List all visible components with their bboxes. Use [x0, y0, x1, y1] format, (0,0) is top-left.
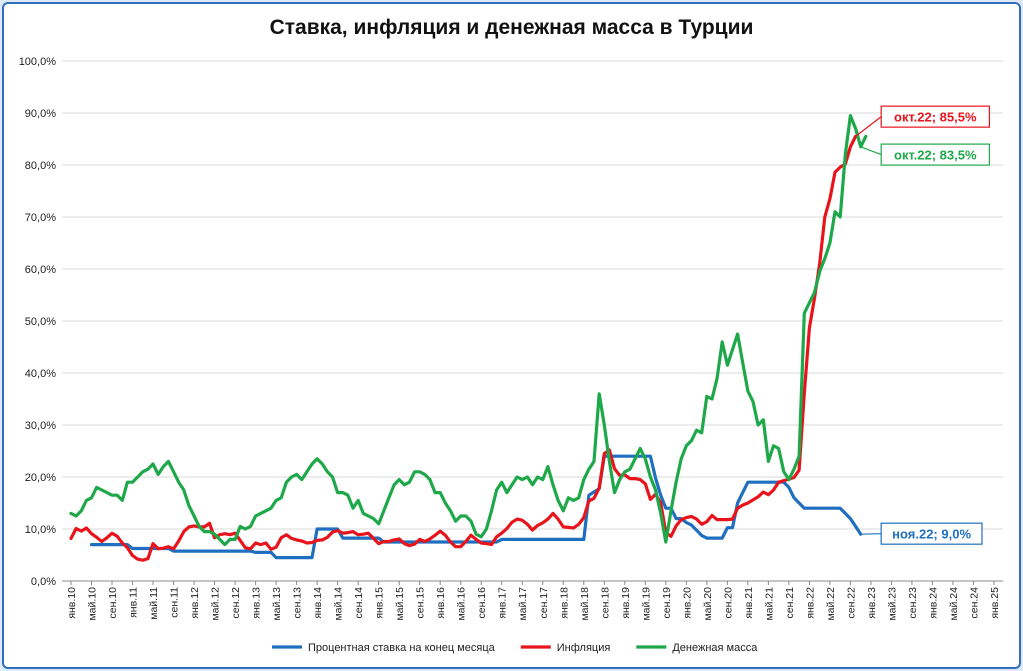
x-tick-label: янв.20 — [681, 587, 693, 619]
x-tick-label: май.17 — [517, 587, 529, 621]
annotations: окт.22; 85,5% окт.22; 83,5% ноя.22; 9,0% — [855, 105, 990, 545]
annotation-label-0: окт.22; 85,5% — [894, 110, 977, 125]
x-tick-label: янв.19 — [620, 587, 632, 619]
x-tick-label: сен.20 — [722, 587, 734, 619]
annotation-label-2: ноя.22; 9,0% — [892, 527, 971, 542]
x-tick-label: май.14 — [333, 587, 345, 621]
x-tick-label: май.23 — [886, 587, 898, 621]
x-tick-label: май.24 — [948, 587, 960, 621]
x-tick-label: май.21 — [763, 587, 775, 621]
x-tick-label: сен.23 — [907, 587, 919, 619]
y-tick-label: 10,0% — [25, 524, 56, 536]
y-tick-label: 70,0% — [25, 212, 56, 224]
x-tick-label: янв.17 — [497, 587, 509, 619]
x-tick-label: сен.19 — [661, 587, 673, 619]
grid-lines — [62, 60, 1003, 582]
y-tick-label: 80,0% — [25, 160, 56, 172]
annotation-box-0 — [880, 105, 990, 128]
x-tick-label: май.18 — [579, 587, 591, 621]
x-tick-label: май.22 — [825, 587, 837, 621]
annotation-leader-0 — [855, 116, 882, 137]
x-tick-label: сен.24 — [968, 587, 980, 619]
x-tick-label: сен.14 — [353, 587, 365, 619]
x-tick-label: янв.23 — [866, 587, 878, 619]
series-line-2 — [69, 114, 868, 547]
x-tick-label: янв.18 — [558, 587, 570, 619]
x-tick-label: май.20 — [702, 587, 714, 621]
x-tick-label: май.13 — [271, 587, 283, 621]
x-tick-label: янв.11 — [128, 587, 140, 618]
x-tick-label: сен.16 — [476, 587, 488, 619]
y-axis-ticks: 0,0% 10,0% 20,0% 30,0% 40,0% 50,0% 60,0% 70,0% 8… — [19, 56, 57, 588]
x-tick-label: янв.14 — [312, 587, 324, 619]
y-tick-label: 90,0% — [25, 108, 56, 120]
series-line-1 — [69, 134, 858, 562]
x-tick-label: янв.13 — [251, 587, 263, 619]
x-tick-label: май.19 — [640, 587, 652, 621]
annotation-label-1: окт.22; 83,5% — [894, 148, 977, 163]
x-tick-label: сен.13 — [292, 587, 304, 619]
annotation-box-2 — [880, 522, 983, 545]
y-tick-label: 0,0% — [31, 576, 56, 588]
x-tick-label: янв.21 — [743, 587, 755, 619]
legend: Процентная ставка на конец месяца Инфляци… — [272, 642, 758, 654]
x-tick-label: май.12 — [210, 587, 222, 621]
x-tick-label: янв.12 — [189, 587, 201, 619]
x-tick-label: сен.22 — [845, 587, 857, 619]
x-tick-label: янв.16 — [435, 587, 447, 619]
series-lines — [69, 114, 868, 562]
x-tick-label: сен.15 — [415, 587, 427, 619]
x-tick-label: май.16 — [456, 587, 468, 621]
x-tick-label: май.11 — [148, 587, 160, 620]
legend-label-1: Инфляция — [557, 642, 611, 654]
x-tick-label: сен.12 — [230, 587, 242, 619]
x-tick-label: янв.25 — [989, 587, 1001, 619]
x-tick-label: янв.24 — [927, 587, 939, 619]
chart-title: Ставка, инфляция и денежная масса в Турц… — [269, 16, 754, 39]
x-tick-label: янв.10 — [66, 587, 78, 619]
x-axis-ticks: янв.10 май.10 сен.10 янв.11 май.11 сен.11 янв.… — [66, 581, 1001, 621]
y-tick-label: 20,0% — [25, 472, 56, 484]
x-tick-label: янв.15 — [374, 587, 386, 619]
x-tick-label: янв.22 — [804, 587, 816, 619]
x-tick-label: сен.11 — [169, 587, 181, 618]
x-tick-label: май.10 — [87, 587, 99, 621]
series-line-0 — [89, 454, 863, 560]
legend-label-2: Денежная масса — [672, 642, 758, 654]
x-tick-label: сен.17 — [538, 587, 550, 619]
y-tick-label: 40,0% — [25, 368, 56, 380]
annotation-box-1 — [880, 143, 990, 166]
y-tick-label: 50,0% — [25, 316, 56, 328]
legend-label-0: Процентная ставка на конец месяца — [308, 642, 496, 654]
x-tick-label: май.15 — [394, 587, 406, 621]
y-tick-label: 100,0% — [19, 56, 57, 68]
annotation-leader-1 — [860, 146, 882, 156]
x-tick-label: сен.18 — [599, 587, 611, 619]
x-tick-label: сен.10 — [107, 587, 119, 619]
y-tick-label: 60,0% — [25, 264, 56, 276]
x-tick-label: сен.21 — [784, 587, 796, 619]
y-tick-label: 30,0% — [25, 420, 56, 432]
annotation-leader-2 — [860, 533, 882, 535]
